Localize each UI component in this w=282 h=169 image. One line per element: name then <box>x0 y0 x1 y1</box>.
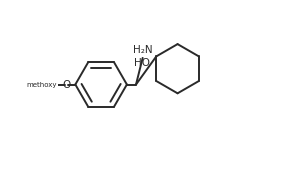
Text: HO: HO <box>134 58 150 68</box>
Text: methoxy: methoxy <box>26 81 57 88</box>
Text: O: O <box>62 79 70 90</box>
Text: H₂N: H₂N <box>133 45 153 55</box>
